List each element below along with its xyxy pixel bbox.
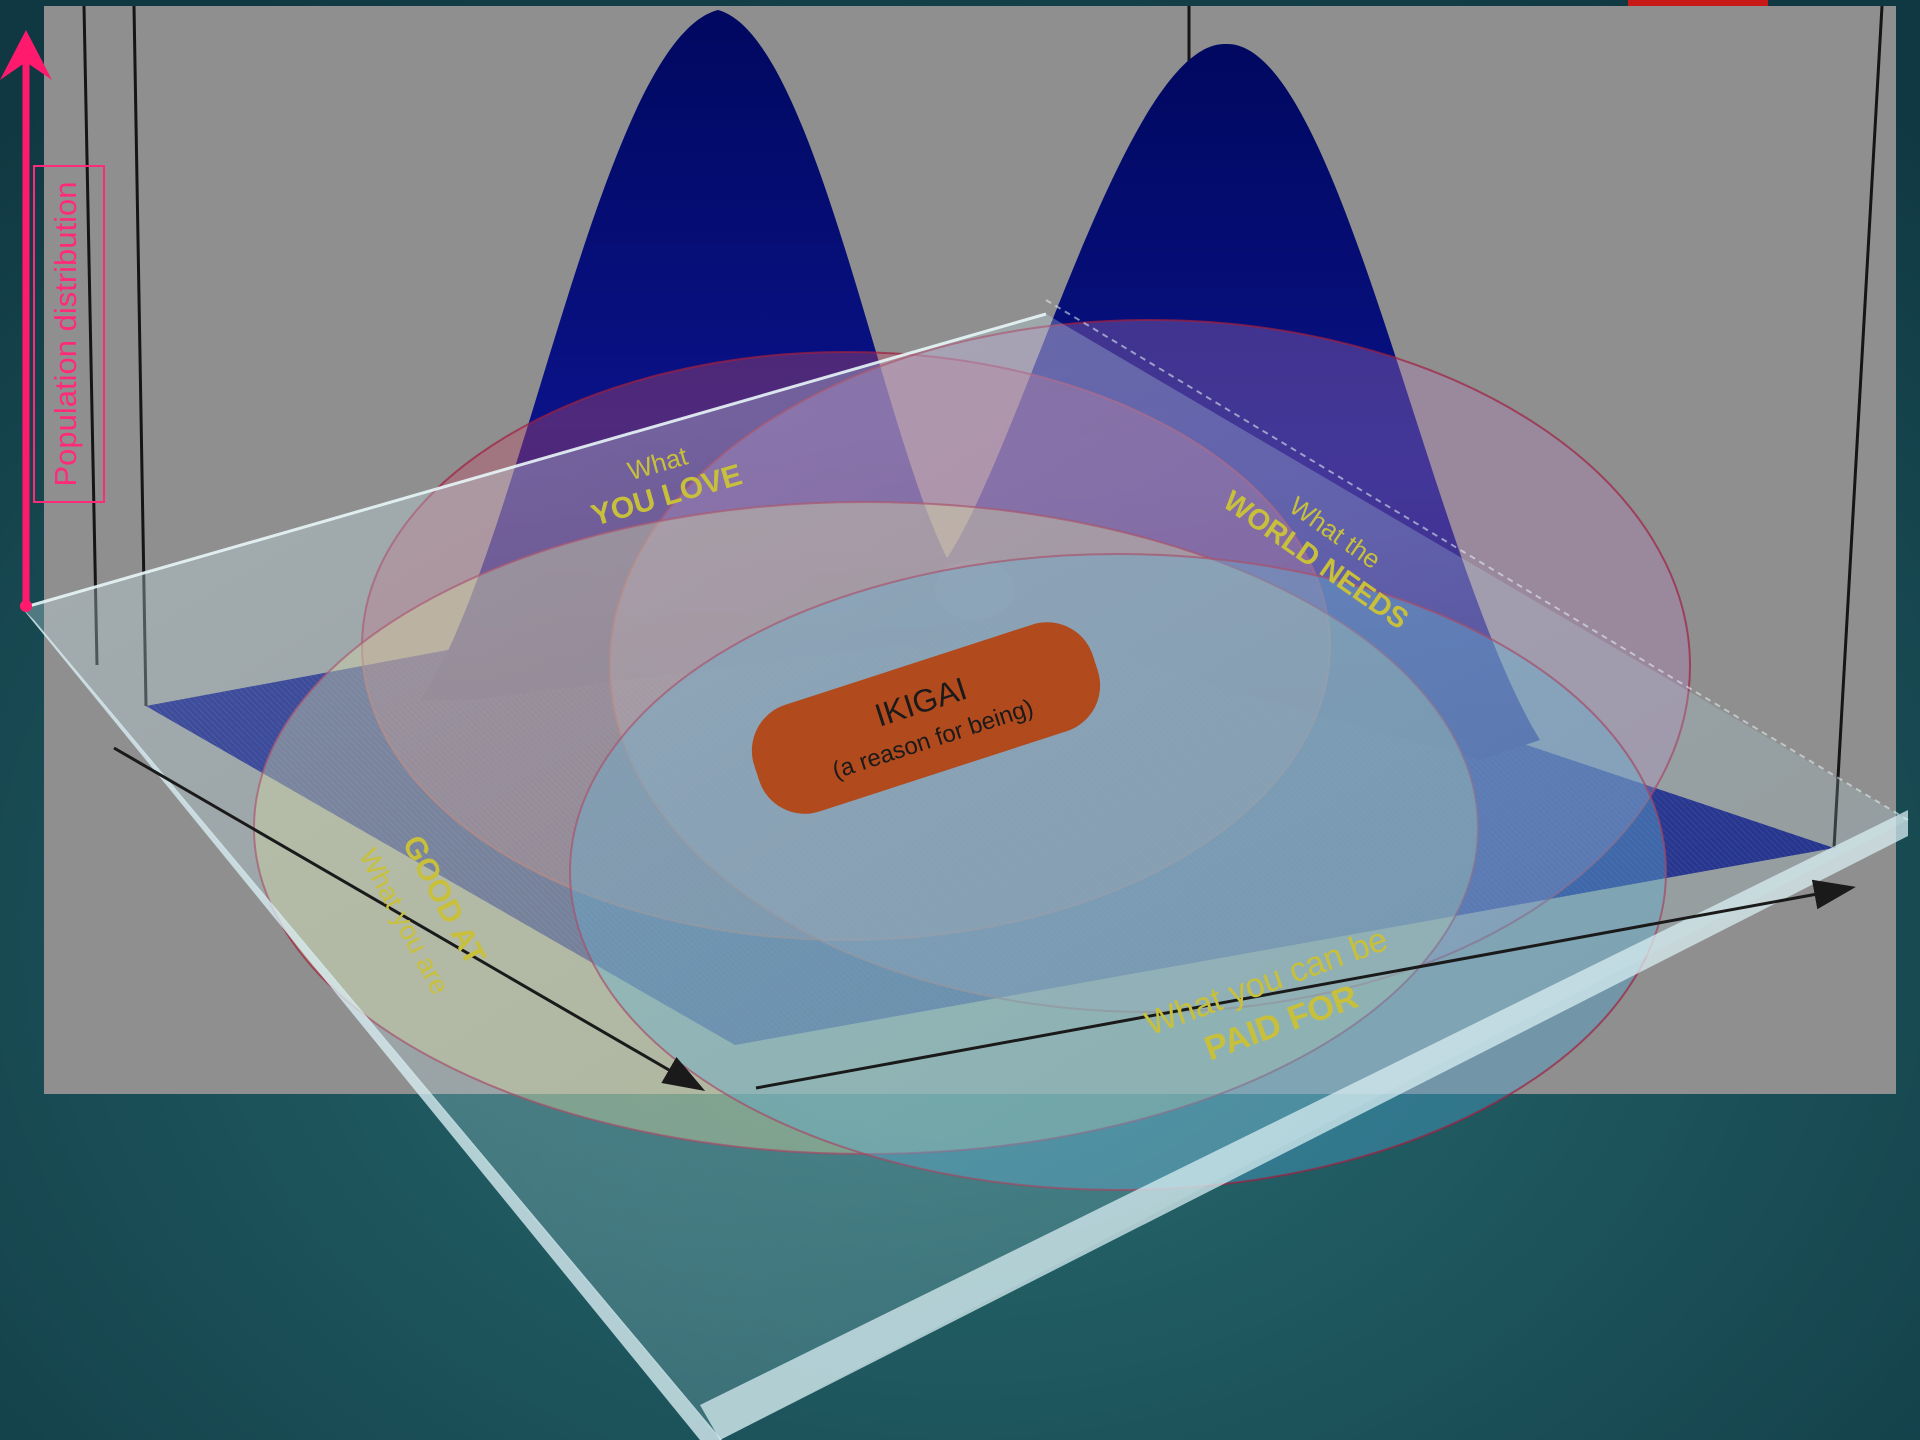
frame-line-right: [1832, 5, 1884, 849]
y-axis-arrow: [755, 879, 1856, 1090]
top-red-tab: [1628, 0, 1768, 6]
population-label-box: [33, 165, 105, 503]
ikigai-badge-bg: [751, 622, 1101, 814]
frame-line-left-outer: [82, 5, 99, 666]
population-axis-base: [20, 600, 32, 612]
x-axis-arrow: [113, 746, 706, 1092]
population-distribution-label: Population distribution: [48, 181, 83, 486]
ikigai-badge: IKIGAI (a reason for being): [751, 622, 1101, 814]
glass-plane-edge-left: [22, 608, 722, 1440]
glass-plane: [22, 314, 1908, 1440]
population-axis-arrowhead: [0, 30, 52, 80]
glass-plane-edge-top: [21, 312, 1047, 610]
glass-plane-edge-bottom: [700, 810, 1908, 1440]
glass-plane-edge-right: [1045, 299, 1909, 821]
